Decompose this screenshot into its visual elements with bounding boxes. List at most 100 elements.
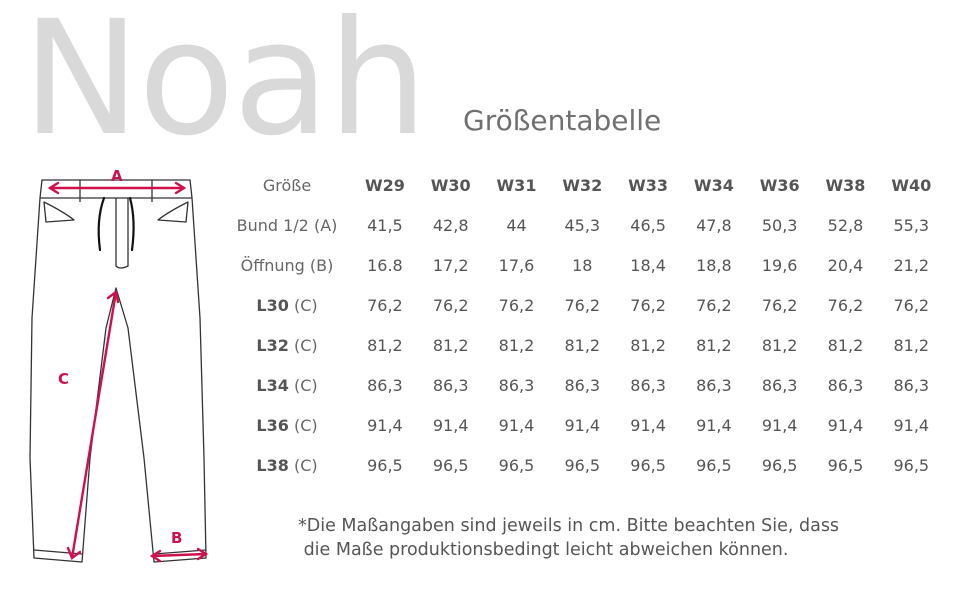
- row-label: L32 (C): [222, 325, 352, 365]
- table-cell: 91,4: [696, 415, 732, 435]
- row-label-length: L32: [256, 335, 289, 355]
- table-cell: 81,2: [827, 335, 864, 355]
- row-label-length: L34: [256, 375, 289, 395]
- table-cell: 44: [506, 215, 527, 235]
- table-cell: 86,3: [893, 375, 930, 395]
- table-cell: 76,2: [498, 295, 535, 315]
- table-cell: 96,5: [893, 455, 930, 475]
- table-cell: 76,2: [893, 295, 930, 315]
- table-row: Bund 1/2 (A) 41,5 42,8 44 45,3 46,5 47,8 50,3 52…: [222, 205, 944, 245]
- table-cell: 91,4: [498, 415, 535, 435]
- row-label: L38 (C): [222, 445, 352, 485]
- table-cell: 76,2: [564, 295, 601, 315]
- table-cell: 86,3: [696, 375, 732, 395]
- size-header: W34: [693, 175, 734, 195]
- trousers-outline: [29, 197, 207, 563]
- table-cell: 91,4: [367, 415, 403, 435]
- pocket-left: [43, 201, 75, 223]
- fly-outline: [115, 198, 129, 269]
- table-cell: 96,5: [432, 455, 469, 475]
- size-table: Größe W29 W30 W31 W32 W33 W34 W36 W38 W4…: [222, 165, 944, 485]
- table-cell: 46,5: [630, 215, 666, 235]
- row-label-length: L36: [256, 415, 289, 435]
- table-cell: 76,2: [827, 295, 864, 315]
- table-cell: 16.8: [367, 255, 403, 275]
- table-cell: 96,5: [498, 455, 535, 475]
- table-row: L34 (C) 86,3 86,3 86,3 86,3 86,3 86,3 86,3 86,3 8…: [222, 365, 944, 405]
- pocket-right: [157, 201, 189, 223]
- row-label-text: (C): [288, 415, 318, 435]
- table-cell: 81,2: [498, 335, 535, 355]
- row-label: Bund 1/2 (A): [222, 205, 352, 245]
- table-cell: 17,2: [432, 255, 469, 275]
- table-cell: 86,3: [630, 375, 666, 395]
- measure-b-arrow-right: [196, 547, 209, 561]
- table-cell: 91,4: [761, 415, 798, 435]
- table-cell: 86,3: [498, 375, 535, 395]
- table-cell: 17,6: [498, 255, 535, 275]
- table-cell: 45,3: [564, 215, 601, 235]
- table-row: L38 (C) 96,5 96,5 96,5 96,5 96,5 96,5 96,5 96,5 9…: [222, 445, 944, 485]
- row-label-text: Öffnung (B): [240, 255, 334, 275]
- drawstring-left: [97, 196, 106, 252]
- row-label: L30 (C): [222, 285, 352, 325]
- table-row: L30 (C) 76,2 76,2 76,2 76,2 76,2 76,2 76,2 76,2 7…: [222, 285, 944, 325]
- table-cell: 76,2: [630, 295, 666, 315]
- row-label-text: (C): [288, 375, 318, 395]
- table-cell: 86,3: [367, 375, 403, 395]
- table-cell: 18,4: [630, 255, 666, 275]
- table-cell: 41,5: [367, 215, 403, 235]
- trousers-diagram: A C B: [29, 167, 209, 563]
- table-cell: 91,4: [432, 415, 469, 435]
- size-header-row: Größe W29 W30 W31 W32 W33 W34 W36 W38 W4…: [222, 165, 944, 205]
- table-cell: 76,2: [367, 295, 403, 315]
- table-row: Öffnung (B) 16.8 17,2 17,6 18 18,4 18,8 19,6 20,…: [222, 245, 944, 285]
- measurement-note: *Die Maßangaben sind jeweils in cm. Bitt…: [298, 514, 839, 562]
- table-cell: 81,2: [761, 335, 798, 355]
- table-row: L32 (C) 81,2 81,2 81,2 81,2 81,2 81,2 81,2 81,2 8…: [222, 325, 944, 365]
- measure-c-arrow-bottom: [66, 546, 82, 560]
- size-header: W36: [759, 175, 800, 195]
- table-cell: 81,2: [564, 335, 601, 355]
- row-label: L36 (C): [222, 405, 352, 445]
- row-label-text: Bund 1/2 (A): [236, 215, 338, 235]
- table-cell: 96,5: [761, 455, 798, 475]
- table-cell: 86,3: [761, 375, 798, 395]
- table-cell: 96,5: [367, 455, 403, 475]
- table-cell: 76,2: [696, 295, 732, 315]
- brand-title: Noah: [22, 0, 428, 171]
- table-cell: 96,5: [564, 455, 601, 475]
- table-cell: 18: [572, 255, 593, 275]
- measure-a-arrow-left: [47, 181, 60, 195]
- table-cell: 50,3: [761, 215, 798, 235]
- table-cell: 96,5: [696, 455, 732, 475]
- table-cell: 76,2: [761, 295, 798, 315]
- measure-c-line: [70, 290, 118, 560]
- table-cell: 19,6: [761, 255, 798, 275]
- measure-b-line: [150, 552, 208, 558]
- table-cell: 96,5: [827, 455, 864, 475]
- row-label-length: L30: [256, 295, 289, 315]
- row-label-text: (C): [288, 295, 318, 315]
- measure-b-arrow-left: [149, 549, 162, 563]
- page-subtitle: Größentabelle: [463, 104, 662, 137]
- table-cell: 91,4: [564, 415, 601, 435]
- size-header: W32: [562, 175, 603, 195]
- label-c: C: [58, 370, 69, 388]
- row-label-text: (C): [288, 335, 318, 355]
- row-label-length: L38: [256, 455, 289, 475]
- size-header: W31: [496, 175, 537, 195]
- row-label: Öffnung (B): [222, 245, 352, 285]
- table-cell: 20,4: [827, 255, 864, 275]
- table-cell: 81,2: [696, 335, 732, 355]
- note-line-1: *Die Maßangaben sind jeweils in cm. Bitt…: [298, 516, 840, 536]
- row-label: L34 (C): [222, 365, 352, 405]
- table-cell: 18,8: [696, 255, 732, 275]
- size-header: W40: [891, 175, 932, 195]
- table-cell: 76,2: [432, 295, 469, 315]
- table-cell: 81,2: [432, 335, 469, 355]
- size-header: W29: [364, 175, 405, 195]
- table-cell: 86,3: [827, 375, 864, 395]
- table-cell: 91,4: [893, 415, 930, 435]
- measure-a-arrow-right: [174, 181, 187, 195]
